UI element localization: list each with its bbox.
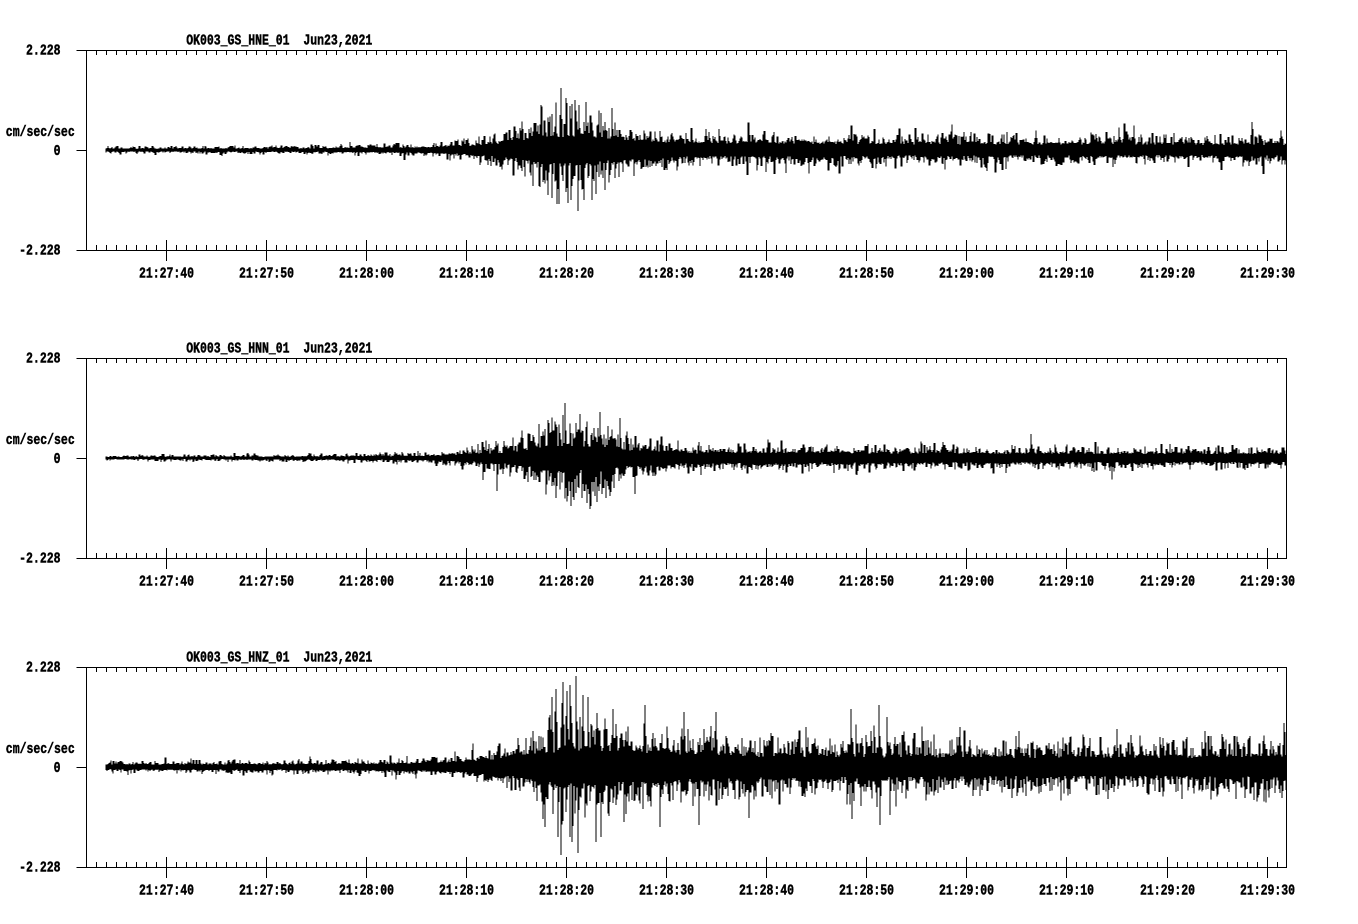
- svg-text:-2.228: -2.228: [19, 550, 60, 567]
- svg-text:21:29:10: 21:29:10: [1039, 882, 1094, 899]
- svg-text:21:28:40: 21:28:40: [739, 573, 794, 590]
- svg-text:21:27:50: 21:27:50: [239, 573, 294, 590]
- svg-text:21:29:30: 21:29:30: [1240, 882, 1295, 899]
- svg-text:2.228: 2.228: [26, 350, 61, 367]
- svg-text:0: 0: [54, 760, 61, 777]
- svg-text:cm/sec/sec: cm/sec/sec: [6, 741, 75, 758]
- svg-text:21:27:50: 21:27:50: [239, 265, 294, 282]
- svg-text:21:28:30: 21:28:30: [639, 265, 694, 282]
- svg-text:OK003_GS_HNZ_01 Jun23,2021: OK003_GS_HNZ_01 Jun23,2021: [186, 649, 372, 666]
- svg-text:21:28:20: 21:28:20: [539, 882, 594, 899]
- svg-text:21:28:00: 21:28:00: [339, 265, 394, 282]
- svg-text:2.228: 2.228: [26, 659, 61, 676]
- svg-text:21:29:20: 21:29:20: [1140, 573, 1195, 590]
- svg-text:21:29:20: 21:29:20: [1140, 265, 1195, 282]
- svg-text:21:27:40: 21:27:40: [139, 573, 194, 590]
- svg-text:21:28:50: 21:28:50: [839, 882, 894, 899]
- svg-text:21:28:50: 21:28:50: [839, 265, 894, 282]
- svg-text:21:28:00: 21:28:00: [339, 882, 394, 899]
- svg-text:21:27:50: 21:27:50: [239, 882, 294, 899]
- svg-text:21:28:10: 21:28:10: [439, 573, 494, 590]
- svg-text:21:28:30: 21:28:30: [639, 573, 694, 590]
- svg-text:21:28:00: 21:28:00: [339, 573, 394, 590]
- svg-text:21:29:10: 21:29:10: [1039, 573, 1094, 590]
- svg-text:21:29:30: 21:29:30: [1240, 265, 1295, 282]
- svg-text:21:29:10: 21:29:10: [1039, 265, 1094, 282]
- svg-text:21:28:10: 21:28:10: [439, 882, 494, 899]
- svg-text:0: 0: [54, 143, 61, 160]
- svg-text:2.228: 2.228: [26, 42, 61, 59]
- svg-text:21:29:00: 21:29:00: [939, 265, 994, 282]
- svg-text:21:29:00: 21:29:00: [939, 573, 994, 590]
- svg-text:21:28:30: 21:28:30: [639, 882, 694, 899]
- svg-text:21:28:10: 21:28:10: [439, 265, 494, 282]
- svg-text:21:29:00: 21:29:00: [939, 882, 994, 899]
- svg-text:0: 0: [54, 451, 61, 468]
- svg-text:cm/sec/sec: cm/sec/sec: [6, 124, 75, 141]
- svg-text:21:28:40: 21:28:40: [739, 265, 794, 282]
- svg-text:-2.228: -2.228: [19, 859, 60, 876]
- svg-text:21:27:40: 21:27:40: [139, 265, 194, 282]
- svg-text:21:28:40: 21:28:40: [739, 882, 794, 899]
- svg-text:OK003_GS_HNE_01 Jun23,2021: OK003_GS_HNE_01 Jun23,2021: [186, 32, 372, 49]
- svg-text:21:28:50: 21:28:50: [839, 573, 894, 590]
- svg-text:OK003_GS_HNN_01 Jun23,2021: OK003_GS_HNN_01 Jun23,2021: [186, 340, 372, 357]
- svg-text:cm/sec/sec: cm/sec/sec: [6, 432, 75, 449]
- svg-text:-2.228: -2.228: [19, 242, 60, 259]
- svg-text:21:28:20: 21:28:20: [539, 265, 594, 282]
- svg-text:21:28:20: 21:28:20: [539, 573, 594, 590]
- svg-text:21:27:40: 21:27:40: [139, 882, 194, 899]
- svg-text:21:29:30: 21:29:30: [1240, 573, 1295, 590]
- svg-text:21:29:20: 21:29:20: [1140, 882, 1195, 899]
